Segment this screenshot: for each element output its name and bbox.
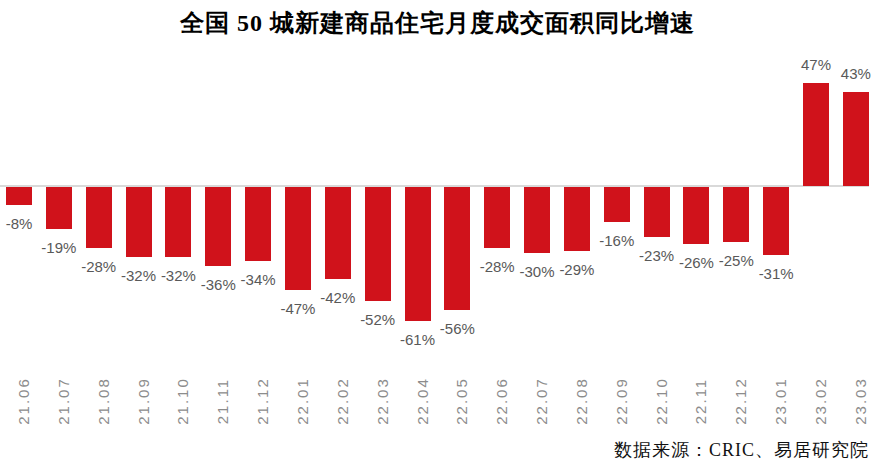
bar-value-label: -8% bbox=[0, 215, 51, 232]
plot-area: -8%21.06-19%21.07-28%21.08-32%21.09-32%2… bbox=[0, 0, 875, 473]
bar bbox=[245, 187, 271, 261]
bar-value-label: -19% bbox=[27, 239, 91, 256]
bar-value-label: -34% bbox=[226, 271, 290, 288]
bar bbox=[365, 187, 391, 301]
x-axis-label: 22.11 bbox=[693, 372, 709, 430]
x-axis-label: 22.04 bbox=[415, 372, 431, 430]
bar bbox=[843, 92, 869, 186]
bar bbox=[6, 187, 32, 205]
bar-value-label: -29% bbox=[545, 261, 609, 278]
x-axis-label: 21.09 bbox=[136, 372, 152, 430]
data-source: 数据来源：CRIC、易居研究院 bbox=[614, 438, 869, 462]
bar bbox=[644, 187, 670, 237]
bar-value-label: -31% bbox=[744, 265, 808, 282]
bar-chart: 全国 50 城新建商品住宅月度成交面积同比增速 -8%21.06-19%21.0… bbox=[0, 0, 875, 473]
x-axis-label: 22.03 bbox=[375, 372, 391, 430]
bar-value-label: -42% bbox=[306, 289, 370, 306]
bar bbox=[86, 187, 112, 248]
bar bbox=[405, 187, 431, 321]
bar bbox=[165, 187, 191, 257]
x-axis-label: 22.09 bbox=[614, 372, 630, 430]
x-axis-label: 22.12 bbox=[733, 372, 749, 430]
x-axis-label: 21.07 bbox=[56, 372, 72, 430]
x-axis-label: 23.02 bbox=[813, 372, 829, 430]
bar bbox=[524, 187, 550, 253]
x-axis-label: 22.06 bbox=[494, 372, 510, 430]
bar bbox=[285, 187, 311, 290]
bar-value-label: 43% bbox=[824, 65, 875, 82]
bar bbox=[205, 187, 231, 266]
x-axis-label: 21.11 bbox=[215, 372, 231, 430]
bar-value-label: -56% bbox=[425, 320, 489, 337]
bar bbox=[604, 187, 630, 222]
x-axis-label: 21.06 bbox=[16, 372, 32, 430]
bar bbox=[46, 187, 72, 229]
x-axis-label: 23.01 bbox=[773, 372, 789, 430]
bar bbox=[484, 187, 510, 248]
bar bbox=[325, 187, 351, 279]
bar bbox=[444, 187, 470, 310]
x-axis-label: 21.10 bbox=[175, 372, 191, 430]
bar bbox=[763, 187, 789, 255]
x-axis-label: 21.12 bbox=[255, 372, 271, 430]
x-axis-label: 22.10 bbox=[654, 372, 670, 430]
bar bbox=[723, 187, 749, 242]
bar-value-label: -52% bbox=[346, 311, 410, 328]
x-axis-label: 22.05 bbox=[454, 372, 470, 430]
bar bbox=[126, 187, 152, 257]
x-axis-label: 22.08 bbox=[574, 372, 590, 430]
x-axis-label: 22.01 bbox=[295, 372, 311, 430]
x-axis-label: 22.07 bbox=[534, 372, 550, 430]
bar bbox=[683, 187, 709, 244]
x-axis-label: 22.02 bbox=[335, 372, 351, 430]
bar bbox=[803, 83, 829, 186]
x-axis-label: 21.08 bbox=[96, 372, 112, 430]
x-axis-label: 23.03 bbox=[853, 372, 869, 430]
